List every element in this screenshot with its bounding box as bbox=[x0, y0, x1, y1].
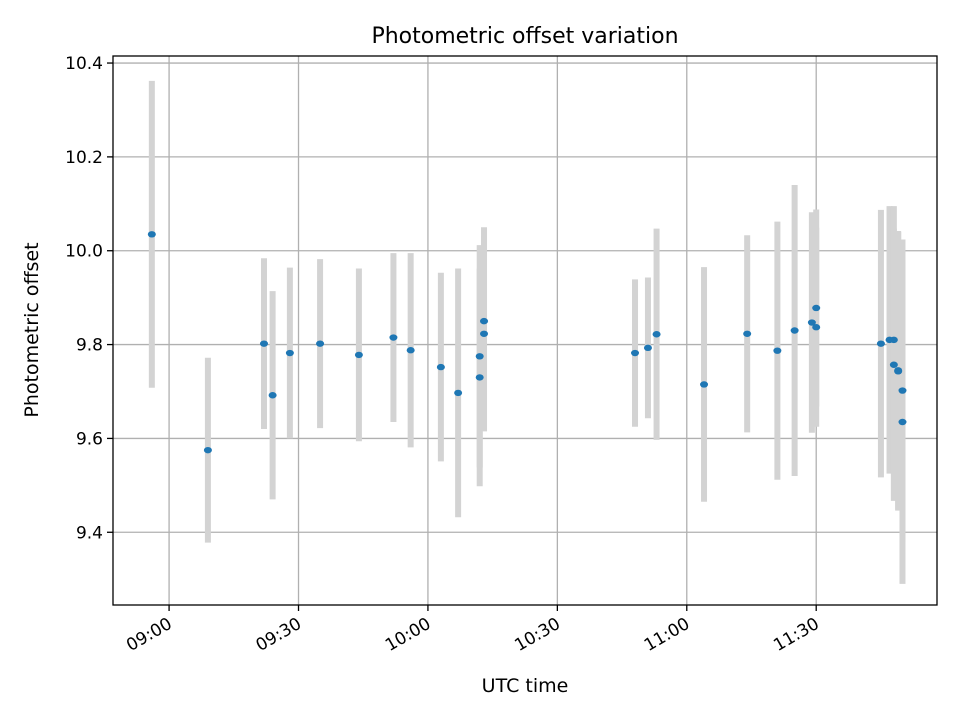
data-point bbox=[652, 331, 661, 338]
y-axis-label: Photometric offset bbox=[21, 242, 43, 417]
x-tick-label: 10:30 bbox=[511, 614, 563, 656]
x-tick-label: 11:30 bbox=[770, 614, 822, 656]
data-point bbox=[406, 347, 415, 354]
data-point bbox=[743, 330, 752, 337]
data-point bbox=[773, 347, 782, 354]
y-tick-label: 10.4 bbox=[65, 54, 103, 74]
data-point bbox=[790, 327, 799, 334]
data-point bbox=[454, 389, 463, 397]
data-point bbox=[812, 304, 821, 312]
x-tick-label: 09:30 bbox=[253, 614, 305, 656]
x-tick-label: 10:00 bbox=[382, 614, 434, 656]
data-point bbox=[898, 418, 907, 426]
data-point bbox=[268, 392, 277, 399]
data-points bbox=[147, 231, 907, 454]
data-point bbox=[259, 340, 268, 347]
data-point bbox=[894, 368, 903, 375]
data-point bbox=[354, 351, 363, 359]
data-point bbox=[898, 387, 907, 394]
y-tick-label: 10.0 bbox=[65, 242, 103, 262]
y-axis-ticks: 9.4 9.6 9.8 10.0 10.2 10.4 bbox=[65, 54, 113, 543]
x-axis-ticks: 09:00 09:30 10:00 10:30 11:00 11:30 bbox=[123, 605, 823, 656]
data-point bbox=[436, 363, 445, 371]
plot-area-frame bbox=[112, 55, 938, 606]
data-point bbox=[807, 319, 816, 326]
data-point bbox=[700, 381, 709, 388]
data-point bbox=[631, 349, 640, 357]
data-point bbox=[285, 349, 294, 357]
data-point bbox=[643, 344, 652, 352]
data-point bbox=[316, 340, 325, 347]
y-tick-label: 9.8 bbox=[76, 336, 103, 356]
x-tick-label: 09:00 bbox=[123, 614, 175, 656]
data-point bbox=[480, 330, 489, 337]
x-axis-label: UTC time bbox=[482, 675, 569, 697]
data-point bbox=[876, 340, 885, 347]
y-tick-label: 9.6 bbox=[76, 429, 103, 449]
y-tick-label: 10.2 bbox=[65, 148, 103, 168]
data-point bbox=[812, 324, 821, 331]
data-point bbox=[475, 353, 484, 360]
data-point bbox=[480, 317, 489, 325]
data-point bbox=[475, 374, 484, 381]
data-point bbox=[147, 231, 156, 238]
chart-title: Photometric offset variation bbox=[371, 24, 678, 49]
data-point bbox=[203, 446, 212, 454]
y-tick-label: 9.4 bbox=[76, 523, 103, 543]
data-point bbox=[389, 334, 398, 341]
data-point bbox=[889, 336, 898, 344]
x-tick-label: 11:00 bbox=[641, 614, 693, 656]
data-point bbox=[889, 361, 898, 368]
